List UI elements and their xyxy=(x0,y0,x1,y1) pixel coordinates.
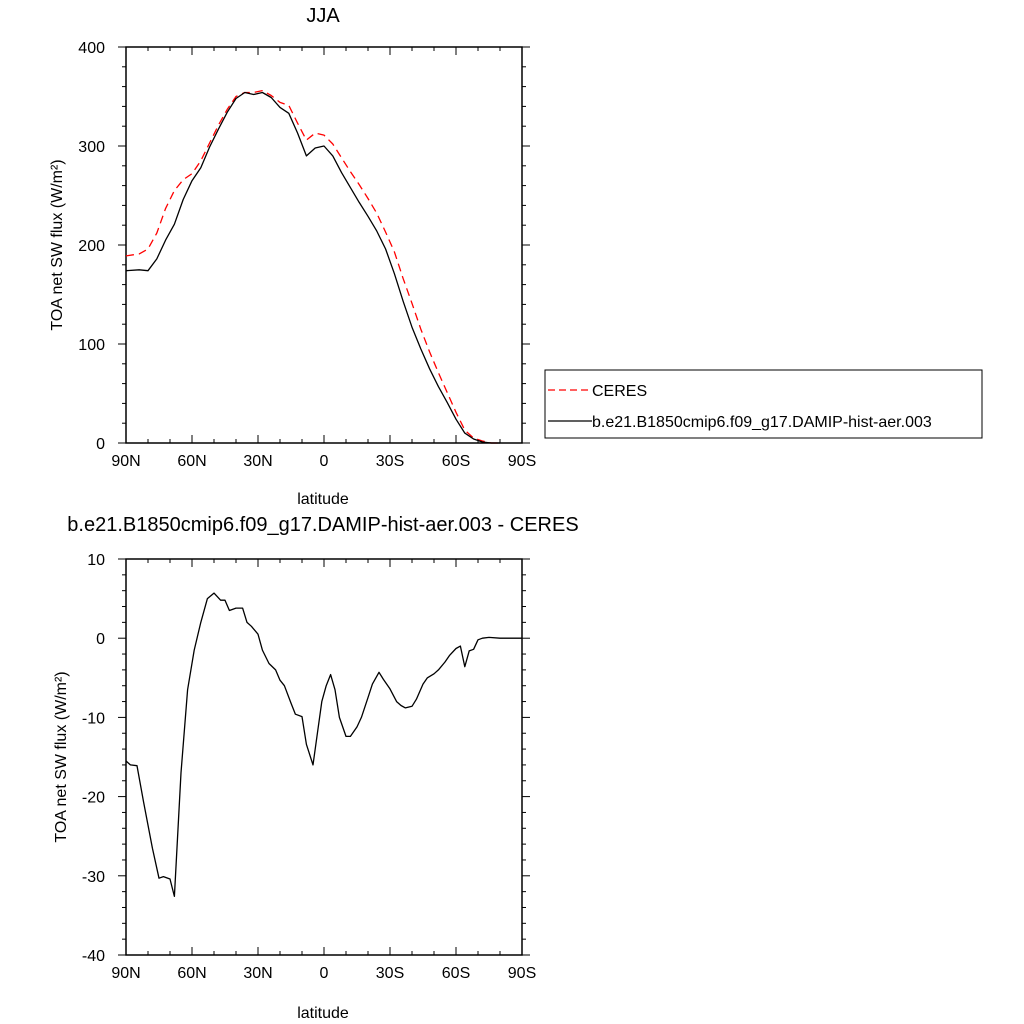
top-chart-title: JJA xyxy=(306,5,340,27)
bottom-y-tick-label: -30 xyxy=(82,869,105,886)
bottom-x-tick-label: 60N xyxy=(177,965,206,982)
legend-box xyxy=(544,369,983,439)
top-series-group xyxy=(125,89,500,444)
top-y-tick-label: 400 xyxy=(78,40,105,57)
top-x-tick-label: 60N xyxy=(177,453,206,470)
top-y-axis-label: TOA net SW flux (W/m²) xyxy=(49,159,66,330)
top-x-axis-label: latitude xyxy=(297,491,349,508)
bottom-x-tick-label: 30S xyxy=(376,965,404,982)
top-y-tick-label: 0 xyxy=(96,436,105,453)
top-axis-ticks: 90N 60N 30N 0 30S 60S 90S 0 100 200 300 400 xyxy=(78,40,536,470)
top-series-line-ceres xyxy=(125,89,500,444)
bottom-series-line-series-0 xyxy=(125,592,522,898)
bottom-y-tick-label: -40 xyxy=(82,948,105,965)
top-series-line-b-e21-b1850cmip6-f09-g17-damip-hist-aer-003 xyxy=(125,91,500,444)
top-x-tick-label: 30S xyxy=(376,453,404,470)
top-y-tick-label: 300 xyxy=(78,139,105,156)
bottom-plot-frame xyxy=(125,558,523,956)
legend-label-ceres: CERES xyxy=(592,383,647,400)
bottom-axis-ticks: 90N 60N 30N 0 30S 60S 90S -40 -30 -20 -10 0 10 xyxy=(82,552,536,982)
bottom-series-group xyxy=(125,592,522,898)
bottom-y-tick-label: -10 xyxy=(82,710,105,727)
bottom-x-tick-label: 90S xyxy=(508,965,536,982)
top-y-tick-label: 200 xyxy=(78,238,105,255)
top-y-tick-label: 100 xyxy=(78,337,105,354)
top-panel: JJA 90N 60N 30N 0 30S 60S 90S 0 100 200 300 400 lat… xyxy=(49,5,983,508)
top-x-tick-label: 60S xyxy=(442,453,470,470)
bottom-y-tick-label: 0 xyxy=(96,631,105,648)
bottom-x-tick-label: 90N xyxy=(111,965,140,982)
legend: CERES b.e21.B1850cmip6.f09_g17.DAMIP-his… xyxy=(544,369,983,439)
bottom-y-tick-label: 10 xyxy=(87,552,105,569)
bottom-panel: b.e21.B1850cmip6.f09_g17.DAMIP-hist-aer.… xyxy=(53,514,579,1022)
top-x-tick-label: 90S xyxy=(508,453,536,470)
top-x-tick-label: 30N xyxy=(243,453,272,470)
bottom-chart-title: b.e21.B1850cmip6.f09_g17.DAMIP-hist-aer.… xyxy=(67,514,578,536)
top-x-tick-label: 0 xyxy=(320,453,329,470)
top-plot-frame xyxy=(125,46,523,444)
bottom-x-axis-label: latitude xyxy=(297,1005,349,1022)
legend-label-model: b.e21.B1850cmip6.f09_g17.DAMIP-hist-aer.… xyxy=(592,414,932,431)
top-x-tick-label: 90N xyxy=(111,453,140,470)
bottom-x-tick-label: 30N xyxy=(243,965,272,982)
bottom-y-tick-label: -20 xyxy=(82,790,105,807)
bottom-x-tick-label: 0 xyxy=(320,965,329,982)
bottom-x-tick-label: 60S xyxy=(442,965,470,982)
bottom-y-axis-label: TOA net SW flux (W/m²) xyxy=(53,671,70,842)
